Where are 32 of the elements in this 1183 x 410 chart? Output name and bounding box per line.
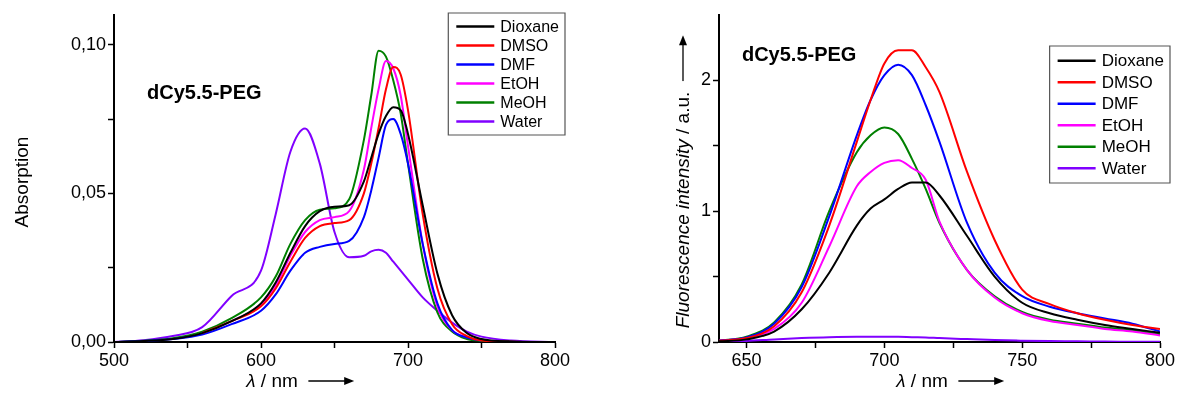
x-tick-label: 800: [539, 349, 571, 370]
y-tick-label: 2: [700, 69, 711, 90]
legend-label: Dioxane: [500, 17, 560, 35]
x-tick-label: 750: [1007, 349, 1038, 370]
legend-label: EtOH: [500, 74, 540, 92]
annotation: dCy5.5-PEG: [741, 43, 857, 66]
x-tick-label: 800: [1144, 349, 1176, 370]
legend-label: MeOH: [1101, 137, 1151, 157]
y-tick-label: 1: [700, 200, 711, 221]
legend-label: DMSO: [1101, 72, 1153, 92]
legend-label: Dioxane: [1101, 51, 1164, 71]
y-axis-title: Fluorescence intensity / a.u.: [672, 91, 694, 329]
y-tick-label: 0,00: [70, 330, 106, 351]
x-tick-label: 600: [245, 349, 277, 370]
y-tick-label: 0: [700, 330, 711, 351]
y-tick-label: 0,05: [70, 182, 106, 203]
x-tick-label: 700: [869, 349, 900, 370]
legend-label: DMF: [1101, 94, 1139, 114]
x-tick-label: 700: [392, 349, 424, 370]
legend-label: EtOH: [1101, 115, 1144, 135]
x-tick-label: 500: [98, 349, 130, 370]
annotation: dCy5.5-PEG: [147, 81, 262, 103]
legend-label: MeOH: [500, 93, 547, 111]
x-tick-label: 650: [731, 349, 762, 370]
legend-label: DMSO: [500, 36, 549, 54]
x-axis-title: λ / nm: [246, 370, 298, 392]
legend-label: Water: [1101, 158, 1147, 178]
x-axis-title: λ / nm: [896, 370, 948, 392]
legend-label: DMF: [500, 55, 536, 73]
y-tick-label: 0,10: [70, 33, 106, 54]
y-axis-title: Absorption: [11, 136, 33, 228]
legend-label: Water: [500, 112, 544, 130]
